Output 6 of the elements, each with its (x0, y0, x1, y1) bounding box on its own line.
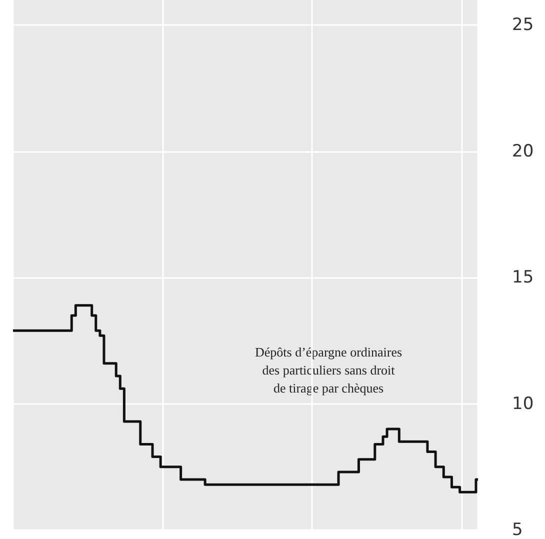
y-tick-label: 25 (512, 15, 534, 36)
y-tick-label: 20 (512, 141, 534, 162)
y-tick-label: 15 (512, 268, 534, 288)
y-tick-label: 5 (512, 520, 523, 539)
annotation: Dépôts d’épargne ordinaires des particuliers sans droit de tirage par chèques (255, 344, 402, 396)
y-tick-label: 10 (512, 394, 534, 414)
